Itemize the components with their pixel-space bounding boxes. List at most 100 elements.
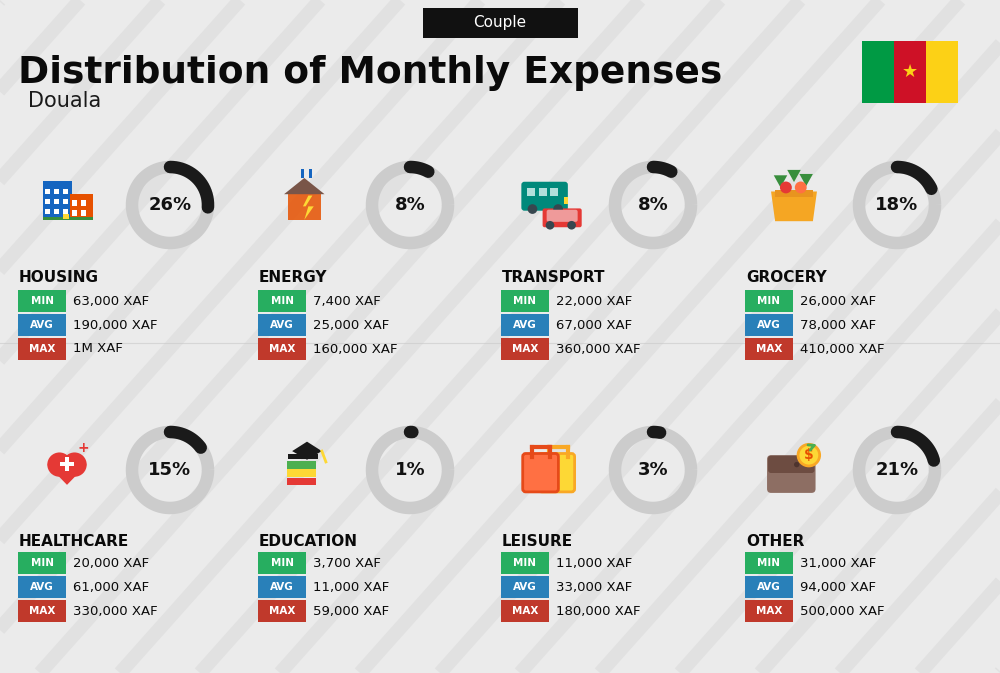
Text: 7,400 XAF: 7,400 XAF [313,295,381,308]
FancyBboxPatch shape [72,200,77,205]
Text: 67,000 XAF: 67,000 XAF [556,318,632,332]
Text: AVG: AVG [513,582,537,592]
Text: 330,000 XAF: 330,000 XAF [73,604,158,618]
FancyBboxPatch shape [288,454,318,459]
Circle shape [553,204,563,214]
FancyBboxPatch shape [745,552,793,574]
Text: 31,000 XAF: 31,000 XAF [800,557,876,569]
FancyBboxPatch shape [287,478,316,485]
FancyBboxPatch shape [501,600,549,622]
Circle shape [546,221,554,229]
Text: 78,000 XAF: 78,000 XAF [800,318,876,332]
Text: Couple: Couple [473,15,527,30]
FancyBboxPatch shape [523,454,558,492]
Text: MIN: MIN [30,558,54,568]
FancyBboxPatch shape [18,600,66,622]
FancyBboxPatch shape [775,190,813,197]
FancyBboxPatch shape [60,462,74,466]
Circle shape [528,204,537,214]
Text: 63,000 XAF: 63,000 XAF [73,295,149,308]
FancyBboxPatch shape [18,290,66,312]
Text: 25,000 XAF: 25,000 XAF [313,318,389,332]
FancyBboxPatch shape [547,210,578,222]
Text: AVG: AVG [757,582,781,592]
Text: 8%: 8% [638,196,668,214]
Text: MIN: MIN [514,296,536,306]
FancyBboxPatch shape [18,314,66,336]
FancyBboxPatch shape [54,188,59,194]
FancyBboxPatch shape [63,209,68,215]
Text: HOUSING: HOUSING [19,271,99,285]
FancyBboxPatch shape [539,454,575,492]
Text: 410,000 XAF: 410,000 XAF [800,343,885,355]
Text: MAX: MAX [29,344,55,354]
FancyBboxPatch shape [309,168,312,178]
Text: 26,000 XAF: 26,000 XAF [800,295,876,308]
FancyBboxPatch shape [65,456,69,471]
Circle shape [47,452,72,476]
Circle shape [798,444,820,466]
Text: 61,000 XAF: 61,000 XAF [73,581,149,594]
Text: MIN: MIN [30,296,54,306]
Text: MAX: MAX [756,606,782,616]
FancyBboxPatch shape [862,41,894,103]
FancyBboxPatch shape [550,188,558,196]
Text: HEALTHCARE: HEALTHCARE [19,534,129,548]
FancyBboxPatch shape [539,188,547,196]
FancyBboxPatch shape [767,455,816,493]
FancyBboxPatch shape [258,338,306,360]
Polygon shape [799,174,813,186]
Text: MIN: MIN [758,558,780,568]
FancyBboxPatch shape [745,600,793,622]
FancyBboxPatch shape [258,552,306,574]
Text: MAX: MAX [29,606,55,616]
Text: MAX: MAX [269,344,295,354]
FancyBboxPatch shape [63,213,69,219]
Text: EDUCATION: EDUCATION [259,534,358,548]
FancyBboxPatch shape [54,199,59,204]
Polygon shape [47,464,87,485]
Text: MAX: MAX [756,344,782,354]
Polygon shape [787,170,801,182]
FancyBboxPatch shape [501,552,549,574]
Polygon shape [303,196,314,220]
Text: 8%: 8% [395,196,425,214]
Text: TRANSPORT: TRANSPORT [502,271,606,285]
Text: 160,000 XAF: 160,000 XAF [313,343,398,355]
Text: MAX: MAX [512,606,538,616]
Text: AVG: AVG [757,320,781,330]
FancyBboxPatch shape [501,338,549,360]
FancyBboxPatch shape [287,470,316,476]
Text: 22,000 XAF: 22,000 XAF [556,295,632,308]
Text: MIN: MIN [270,558,294,568]
Text: 1M XAF: 1M XAF [73,343,123,355]
Polygon shape [284,178,325,194]
Text: 3%: 3% [638,461,668,479]
Circle shape [780,182,792,193]
Text: 3,700 XAF: 3,700 XAF [313,557,381,569]
FancyBboxPatch shape [63,188,68,194]
Text: 190,000 XAF: 190,000 XAF [73,318,158,332]
FancyBboxPatch shape [745,314,793,336]
Text: 1%: 1% [395,461,425,479]
FancyBboxPatch shape [301,168,304,178]
FancyBboxPatch shape [45,188,50,194]
FancyBboxPatch shape [18,576,66,598]
FancyBboxPatch shape [72,211,77,216]
FancyBboxPatch shape [258,576,306,598]
FancyBboxPatch shape [18,552,66,574]
FancyBboxPatch shape [543,209,582,227]
Circle shape [795,182,807,193]
Text: AVG: AVG [270,320,294,330]
Text: 11,000 XAF: 11,000 XAF [313,581,389,594]
FancyBboxPatch shape [80,211,86,216]
Text: 180,000 XAF: 180,000 XAF [556,604,640,618]
Text: 11,000 XAF: 11,000 XAF [556,557,632,569]
FancyBboxPatch shape [501,290,549,312]
Text: ENERGY: ENERGY [259,271,328,285]
FancyBboxPatch shape [745,290,793,312]
FancyBboxPatch shape [527,188,535,196]
Text: Distribution of Monthly Expenses: Distribution of Monthly Expenses [18,55,722,91]
FancyBboxPatch shape [54,209,59,215]
Text: $: $ [804,448,814,462]
